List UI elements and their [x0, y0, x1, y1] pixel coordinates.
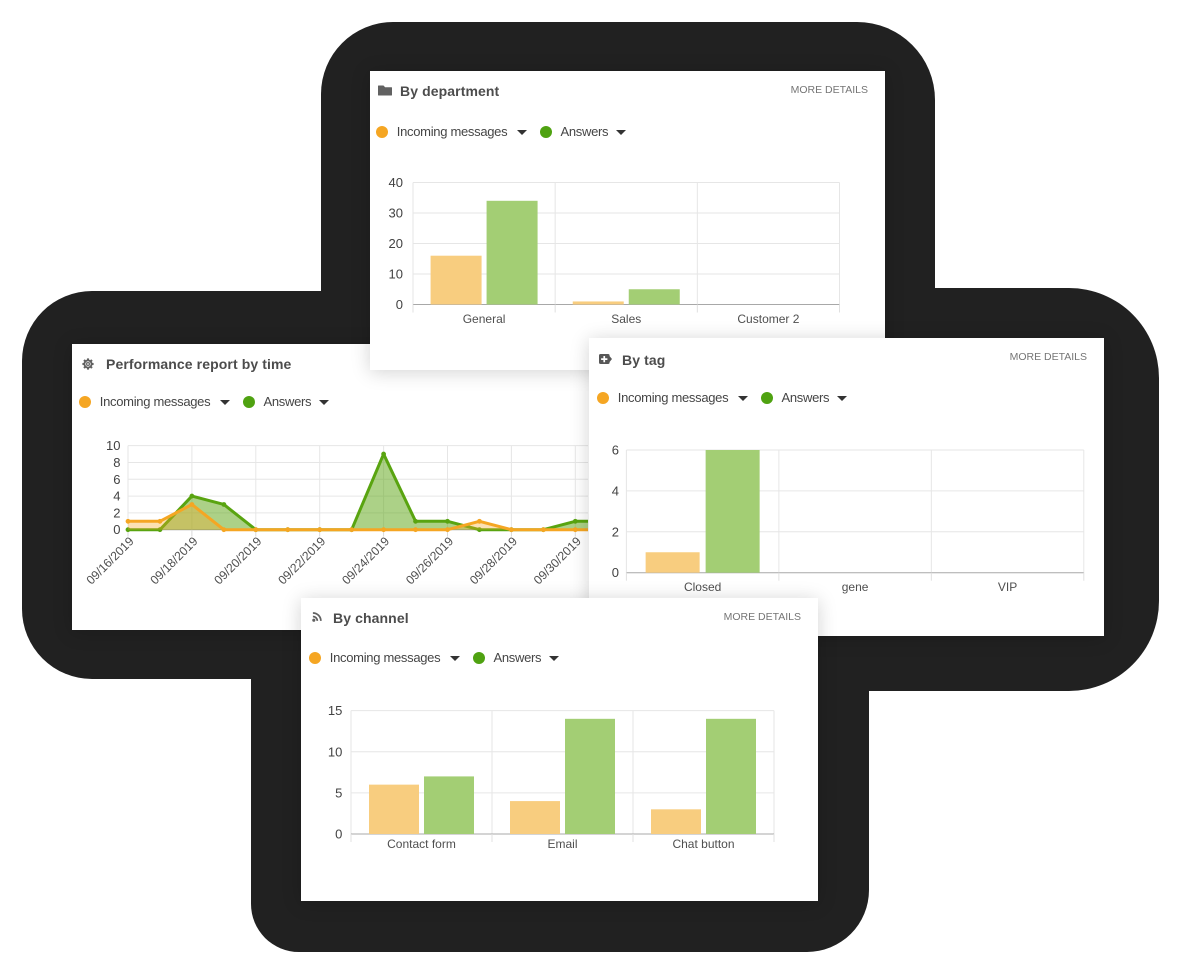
- svg-text:15: 15: [328, 703, 342, 718]
- svg-text:40: 40: [389, 175, 403, 190]
- svg-text:General: General: [463, 312, 506, 326]
- svg-text:Sales: Sales: [611, 312, 641, 326]
- svg-text:0: 0: [396, 297, 403, 312]
- svg-text:8: 8: [113, 455, 120, 470]
- svg-text:0: 0: [113, 522, 120, 537]
- svg-text:6: 6: [113, 472, 120, 487]
- svg-text:20: 20: [389, 236, 403, 251]
- svg-text:10: 10: [389, 267, 403, 282]
- svg-text:09/16/2019: 09/16/2019: [84, 534, 137, 587]
- svg-text:10: 10: [328, 744, 342, 759]
- svg-text:Contact form: Contact form: [387, 837, 456, 851]
- svg-text:Chat button: Chat button: [672, 837, 734, 851]
- svg-text:2: 2: [612, 524, 619, 539]
- svg-text:Closed: Closed: [684, 580, 721, 594]
- svg-text:Customer 2: Customer 2: [737, 312, 799, 326]
- svg-text:5: 5: [335, 785, 342, 800]
- svg-text:09/26/2019: 09/26/2019: [403, 534, 456, 587]
- svg-text:10: 10: [106, 438, 120, 453]
- svg-text:09/30/2019: 09/30/2019: [531, 534, 584, 587]
- svg-text:09/28/2019: 09/28/2019: [467, 534, 520, 587]
- svg-text:VIP: VIP: [998, 580, 1017, 594]
- svg-text:0: 0: [612, 565, 619, 580]
- svg-text:09/18/2019: 09/18/2019: [147, 534, 200, 587]
- svg-text:09/22/2019: 09/22/2019: [275, 534, 328, 587]
- svg-text:Email: Email: [547, 837, 577, 851]
- svg-text:4: 4: [113, 489, 120, 504]
- svg-text:30: 30: [389, 206, 403, 221]
- svg-text:gene: gene: [842, 580, 869, 594]
- svg-text:2: 2: [113, 505, 120, 520]
- svg-text:6: 6: [612, 443, 619, 458]
- svg-text:0: 0: [335, 827, 342, 842]
- svg-text:09/24/2019: 09/24/2019: [339, 534, 392, 587]
- svg-text:09/20/2019: 09/20/2019: [211, 534, 264, 587]
- svg-text:4: 4: [612, 483, 619, 498]
